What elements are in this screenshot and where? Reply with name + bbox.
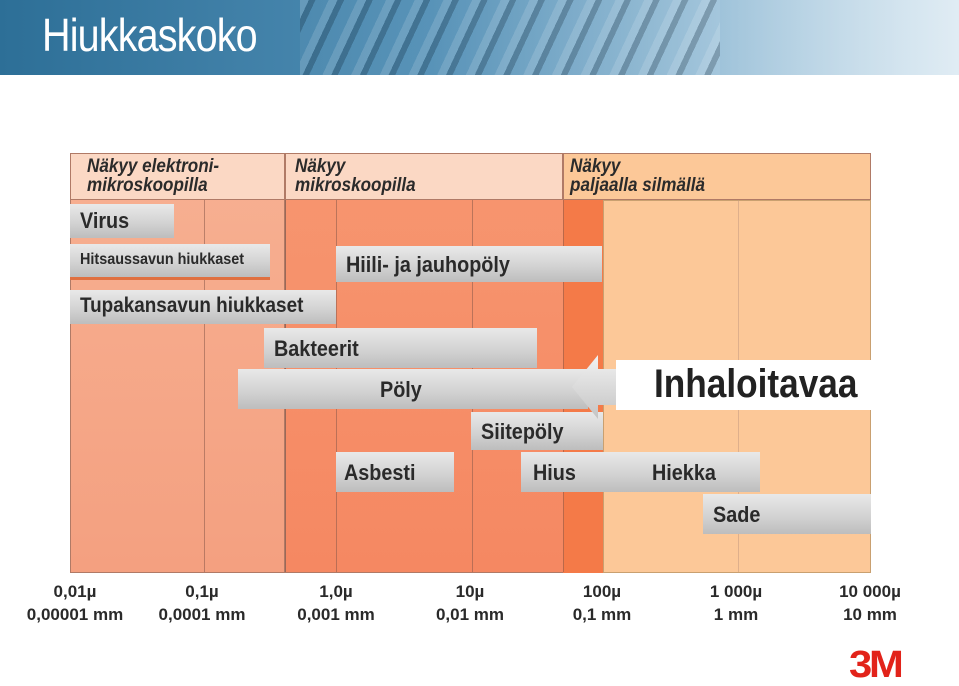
bar-pollen: Siitepöly — [471, 412, 603, 450]
bar-rain: Sade — [703, 494, 871, 534]
axis-tick-micro: 0,01µ — [53, 582, 97, 601]
axis-tick-mm: 1 mm — [713, 605, 759, 624]
bar-label: Sade — [713, 502, 761, 527]
zone-label-electron: Näkyy elektroni- mikroskoopilla — [87, 156, 220, 196]
bar-label: Pöly — [380, 377, 422, 402]
zone-eye-header — [563, 153, 871, 200]
axis-tick-micro: 1 000µ — [709, 582, 763, 601]
bar-label: Tupakansavun hiukkaset — [80, 294, 304, 317]
zone-electron-header — [70, 153, 285, 200]
axis-tick-mm: 0,01 mm — [435, 605, 505, 624]
bar-bacteria: Bakteerit — [264, 328, 537, 368]
bar-label: Asbesti — [344, 460, 416, 485]
axis-tick: 0,01µ 0,00001 mm — [15, 580, 135, 626]
axis-tick: 10 000µ 10 mm — [810, 580, 930, 626]
bar-welding-fume: Hitsaussavun hiukkaset — [70, 244, 270, 280]
axis-tick-micro: 1,0µ — [319, 582, 353, 601]
axis-tick: 1 000µ 1 mm — [676, 580, 796, 626]
header-decoration-fade — [720, 0, 959, 75]
bar-label: Virus — [80, 208, 130, 233]
bar-tobacco-smoke: Tupakansavun hiukkaset — [70, 290, 336, 324]
axis-tick-mm: 0,001 mm — [297, 605, 375, 624]
bar-label: Hiili- ja jauhopöly — [346, 252, 510, 277]
3m-logo: 3M — [849, 644, 904, 686]
bar-label: Hius — [533, 460, 576, 485]
axis-tick-micro: 10 000µ — [839, 582, 901, 601]
page-title: Hiukkaskoko — [42, 9, 258, 61]
zone-microscope-header — [285, 153, 563, 200]
bar-hair: Hius — [521, 452, 643, 492]
axis-tick: 100µ 0,1 mm — [542, 580, 662, 626]
header-decoration — [300, 0, 720, 75]
bar-label: Hitsaussavun hiukkaset — [80, 251, 245, 268]
axis-tick: 1,0µ 0,001 mm — [276, 580, 396, 626]
axis-tick-mm: 10 mm — [843, 605, 897, 624]
axis-tick: 10µ 0,01 mm — [410, 580, 530, 626]
axis-tick-mm: 0,0001 mm — [158, 605, 246, 624]
bar-asbestos: Asbesti — [336, 452, 454, 492]
axis-tick: 0,1µ 0,0001 mm — [142, 580, 262, 626]
bar-virus: Virus — [70, 204, 174, 238]
axis-tick-micro: 10µ — [455, 582, 485, 601]
bar-sand: Hiekka — [643, 452, 760, 492]
zone-label-eye: Näkyy paljaalla silmällä — [570, 156, 705, 196]
axis-tick-micro: 0,1µ — [185, 582, 219, 601]
zone-label-microscope: Näkyy mikroskoopilla — [295, 156, 416, 196]
bar-coal-flour-dust: Hiili- ja jauhopöly — [336, 246, 602, 282]
inhalable-box: Inhaloitavaa — [616, 360, 872, 410]
header-banner: Hiukkaskoko — [0, 0, 959, 75]
grid-line — [204, 200, 205, 572]
inhalable-label: Inhaloitavaa — [654, 362, 858, 406]
bar-dust: Pöly — [238, 369, 588, 409]
bar-label: Hiekka — [652, 460, 716, 485]
bar-label: Siitepöly — [481, 419, 564, 444]
bar-label: Bakteerit — [274, 336, 359, 361]
axis-tick-mm: 0,1 mm — [572, 605, 632, 624]
axis-tick-mm: 0,00001 mm — [26, 605, 124, 624]
axis-tick-micro: 100µ — [582, 582, 622, 601]
